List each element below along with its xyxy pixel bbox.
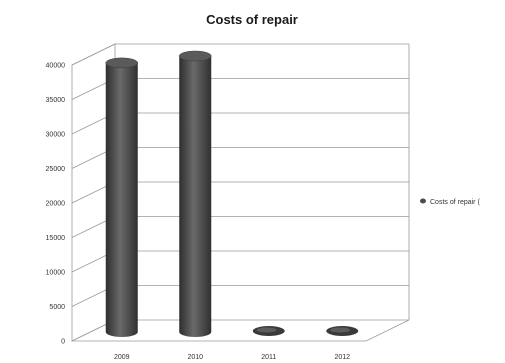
y-tick-label: 0 — [61, 339, 65, 346]
x-tick-label: 2010 — [187, 354, 203, 361]
bar-body — [179, 56, 212, 337]
y-axis-ticks: 0 5000 10000 15000 20000 25000 30000 35000 40000 — [46, 63, 66, 346]
chart-title: Costs of repair — [206, 12, 298, 27]
x-tick-label: 2012 — [334, 354, 350, 361]
legend: Costs of repair ( — [420, 198, 480, 206]
y-tick-label: 20000 — [46, 201, 66, 208]
y-tick-label: 35000 — [46, 97, 66, 104]
x-tick-label: 2009 — [114, 354, 130, 361]
bars — [105, 50, 359, 338]
legend-swatch — [420, 198, 426, 204]
y-tick-label: 25000 — [46, 166, 66, 173]
bar-2009 — [105, 57, 138, 338]
bar-2011 — [252, 326, 285, 336]
legend-label: Costs of repair ( — [430, 199, 480, 206]
y-tick-label: 15000 — [46, 235, 66, 242]
bar-2010 — [179, 50, 212, 337]
bar-2012 — [326, 326, 359, 336]
bar-body — [105, 62, 138, 338]
y-tick-label: 40000 — [46, 63, 66, 70]
y-tick-label: 10000 — [46, 270, 66, 277]
bar-top — [179, 50, 212, 62]
x-tick-label: 2011 — [261, 354, 276, 361]
bar-disc-highlight — [256, 327, 277, 333]
bar-top — [105, 57, 138, 69]
gridline-diag — [71, 43, 116, 66]
bar-disc-highlight — [330, 327, 351, 333]
y-tick-label: 30000 — [46, 132, 66, 139]
x-axis-ticks: 2009 2010 2011 2012 — [114, 354, 350, 361]
y-tick-label: 5000 — [49, 304, 65, 311]
